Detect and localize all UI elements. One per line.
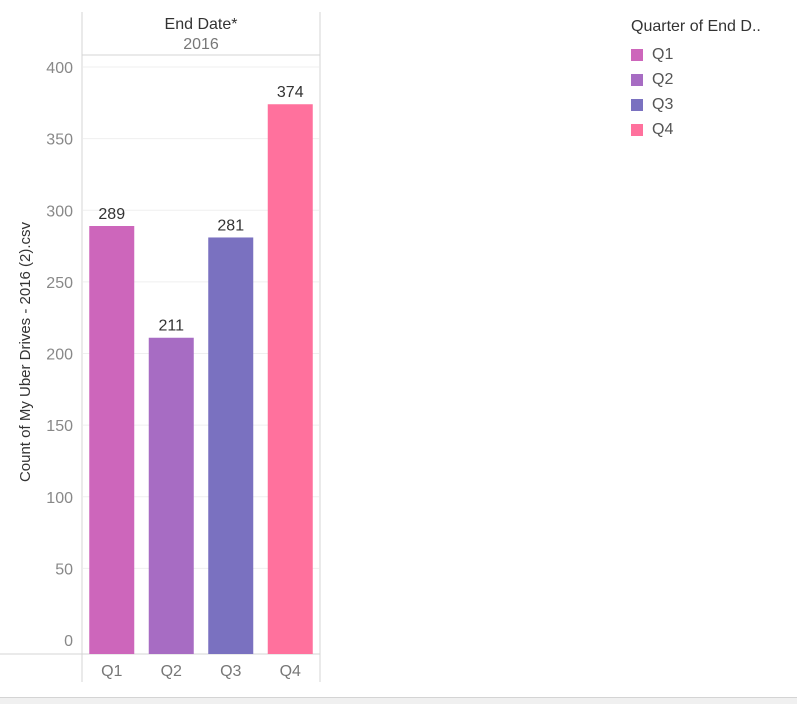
bar-q2[interactable] xyxy=(148,337,194,654)
legend-swatch xyxy=(631,123,643,136)
bar-q1[interactable] xyxy=(89,226,135,654)
y-tick-label: 0 xyxy=(64,633,73,650)
y-tick-label: 250 xyxy=(46,275,73,292)
data-label: 281 xyxy=(217,217,244,234)
data-label: 211 xyxy=(158,318,184,335)
legend-swatch xyxy=(631,73,643,86)
legend-swatch xyxy=(631,48,643,61)
legend: Quarter of End D.. Q1 Q2 Q3 Q4 xyxy=(631,18,761,142)
data-label: 374 xyxy=(277,84,304,101)
y-tick-label: 100 xyxy=(46,490,73,507)
legend-item[interactable]: Q3 xyxy=(631,92,761,117)
x-tick-label: Q4 xyxy=(280,663,301,680)
y-tick-label: 50 xyxy=(55,561,73,578)
chart-frame xyxy=(0,12,321,682)
column-header-subtitle: 2016 xyxy=(183,36,219,53)
x-tick-label: Q2 xyxy=(161,663,182,680)
bar-q4[interactable] xyxy=(267,104,313,655)
column-header-title: End Date* xyxy=(165,16,238,33)
data-label: 289 xyxy=(98,206,125,223)
bars xyxy=(89,104,313,655)
x-tick-label: Q3 xyxy=(220,663,241,680)
bar-q3[interactable] xyxy=(208,237,254,654)
y-tick-label: 400 xyxy=(46,60,73,77)
legend-label: Q3 xyxy=(652,95,674,113)
legend-swatch xyxy=(631,98,643,111)
legend-title: Quarter of End D.. xyxy=(631,18,761,35)
legend-item[interactable]: Q1 xyxy=(631,42,761,67)
legend-items: Q1 Q2 Q3 Q4 xyxy=(631,42,761,142)
data-labels: 289 211 281 374 xyxy=(98,84,303,334)
y-tick-label: 200 xyxy=(46,347,73,364)
legend-label: Q1 xyxy=(652,45,674,63)
bottom-scroll-bar xyxy=(0,697,797,704)
x-tick-label: Q1 xyxy=(101,663,122,680)
legend-item[interactable]: Q2 xyxy=(631,67,761,92)
y-axis-ticks: 0 50 100 150 200 250 300 350 400 xyxy=(46,60,73,650)
x-axis-ticks: Q1 Q2 Q3 Q4 xyxy=(101,663,301,680)
y-axis-label: Count of My Uber Drives - 2016 (2).csv xyxy=(17,221,34,482)
legend-label: Q4 xyxy=(652,120,674,138)
legend-label: Q2 xyxy=(652,70,674,88)
y-tick-label: 150 xyxy=(46,418,73,435)
legend-item[interactable]: Q4 xyxy=(631,117,761,142)
y-tick-label: 300 xyxy=(46,203,73,220)
y-tick-label: 350 xyxy=(46,132,73,149)
